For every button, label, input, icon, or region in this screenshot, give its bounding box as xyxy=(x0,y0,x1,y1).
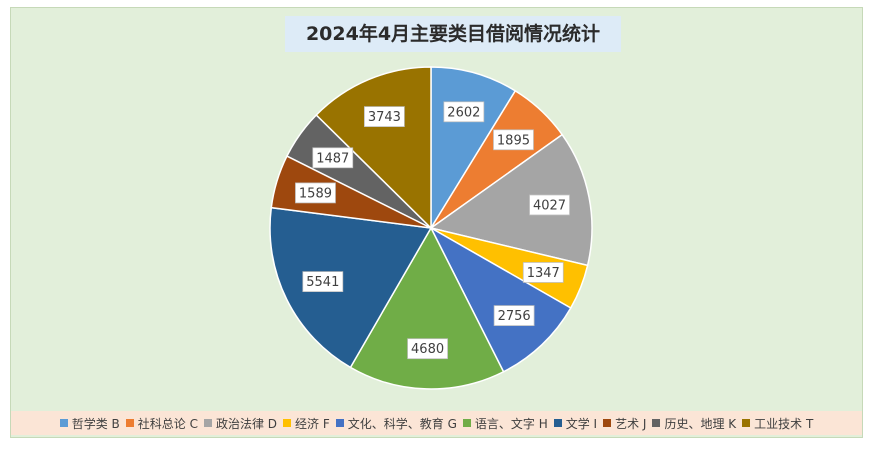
legend-label: 文化、科学、教育 G xyxy=(347,416,457,431)
legend-label: 文学 I xyxy=(565,416,598,431)
legend-swatch xyxy=(652,419,661,427)
data-label-value: 4027 xyxy=(533,198,566,213)
legend-swatch xyxy=(59,419,68,427)
data-label-box xyxy=(493,305,535,326)
legend-item-8: 艺术 J xyxy=(603,415,646,432)
chart-title: 2024年4月主要类目借阅情况统计 xyxy=(285,16,621,52)
data-label-box xyxy=(312,147,354,169)
pie-chart: 2602 1895 4027 1347 2756 4680 5541 1589 1487 3743 xyxy=(269,66,593,390)
data-label-value: 1347 xyxy=(527,266,560,281)
data-label-8: 1589 xyxy=(295,182,336,204)
data-label-10: 3743 xyxy=(364,106,405,127)
legend-item-5: 文化、科学、教育 G xyxy=(335,415,457,432)
data-label-6: 4680 xyxy=(407,338,448,360)
legend-item-2: 社科总论 C xyxy=(125,415,198,432)
legend-label: 艺术 J xyxy=(615,416,647,431)
data-label-box xyxy=(407,338,448,360)
legend-item-7: 文学 I xyxy=(553,415,598,432)
legend-swatch xyxy=(125,419,134,427)
data-label-value: 5541 xyxy=(306,275,339,290)
legend-label: 历史、地理 K xyxy=(664,416,737,431)
data-label-value: 1487 xyxy=(316,151,349,166)
legend: 哲学类 B 社科总论 C 政治法律 D 经济 F 文化、科学、教育 G 语言、文字 H 文学… xyxy=(11,411,862,435)
legend-swatch xyxy=(553,419,562,427)
pie-slice-3 xyxy=(429,133,593,267)
legend-item-9: 历史、地理 K xyxy=(652,415,736,432)
pie-slice-5 xyxy=(429,226,572,373)
pie-slice-6 xyxy=(349,226,505,390)
data-label-box xyxy=(443,101,485,123)
legend-item-3: 政治法律 D xyxy=(203,415,278,432)
data-label-value: 4680 xyxy=(411,342,444,357)
legend-swatch xyxy=(603,419,612,427)
legend-item-4: 经济 F xyxy=(283,415,330,432)
legend-item-1: 哲学类 B xyxy=(59,415,120,432)
chart-area: 2024年4月主要类目借阅情况统计 2602 1895 4027 1347 2756 46… xyxy=(10,7,863,438)
data-label-1: 2602 xyxy=(443,101,485,123)
data-label-box xyxy=(529,194,570,216)
data-label-box xyxy=(302,271,344,292)
data-label-value: 2602 xyxy=(447,105,480,120)
data-label-value: 2756 xyxy=(498,309,531,324)
legend-swatch xyxy=(742,419,751,427)
legend-item-6: 语言、文字 H xyxy=(462,415,548,432)
legend-swatch xyxy=(203,419,212,427)
legend-swatch xyxy=(335,419,344,427)
data-label-value: 1589 xyxy=(299,186,332,201)
data-label-box xyxy=(522,262,564,283)
data-label-2: 1895 xyxy=(493,129,534,151)
data-label-value: 1895 xyxy=(497,133,530,148)
legend-label: 政治法律 D xyxy=(215,416,278,431)
data-label-4: 1347 xyxy=(522,262,564,283)
legend-label: 经济 F xyxy=(295,416,330,431)
legend-item-10: 工业技术 T xyxy=(742,415,813,432)
pie-slice-7 xyxy=(269,206,433,369)
data-label-3: 4027 xyxy=(529,194,570,216)
data-label-7: 5541 xyxy=(302,271,344,292)
legend-label: 工业技术 T xyxy=(754,416,814,431)
data-label-value: 3743 xyxy=(368,110,401,125)
data-label-9: 1487 xyxy=(312,147,354,169)
legend-label: 社科总论 C xyxy=(137,416,198,431)
legend-label: 语言、文字 H xyxy=(474,416,548,431)
data-label-box xyxy=(364,106,405,127)
data-label-5: 2756 xyxy=(493,305,535,326)
data-label-box xyxy=(493,129,534,151)
legend-swatch xyxy=(462,419,471,427)
data-label-box xyxy=(295,182,336,204)
legend-label: 哲学类 B xyxy=(71,416,120,431)
legend-swatch xyxy=(283,419,292,427)
